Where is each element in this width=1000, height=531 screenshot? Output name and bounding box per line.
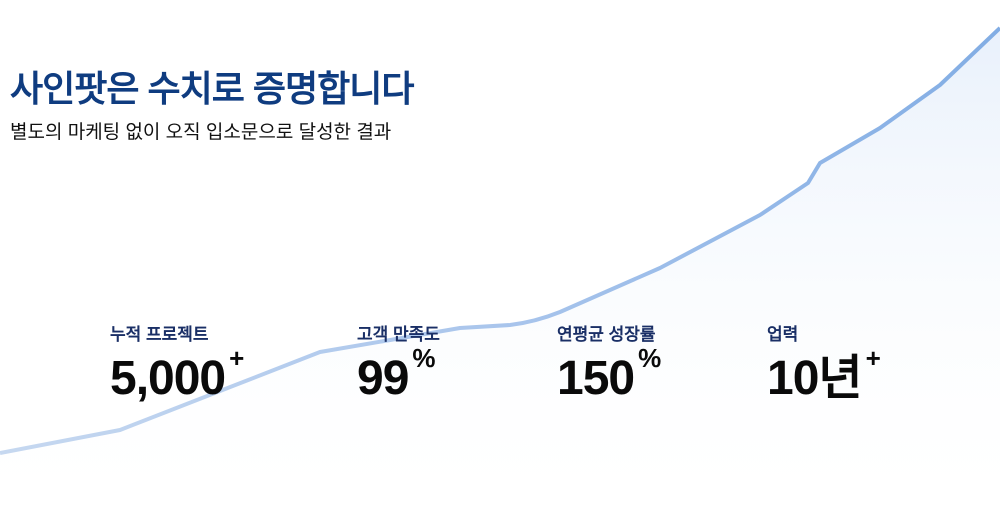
- stat-number: 99: [357, 352, 409, 405]
- stat-number: 5,000: [110, 352, 226, 405]
- stat-suffix: %: [638, 343, 661, 373]
- page-title: 사인팟은 수치로 증명합니다: [10, 68, 414, 109]
- stat-suffix: +: [865, 343, 881, 373]
- stat-label: 연평균 성장률: [557, 325, 656, 344]
- stat-projects: 누적 프로젝트 5,000 +: [110, 320, 244, 405]
- stat-suffix: %: [412, 343, 435, 373]
- curve-line: [0, 26, 1000, 455]
- stat-satisfaction: 고객 만족도 99%: [357, 320, 440, 403]
- curve-fill: [0, 28, 1000, 531]
- stat-growth: 연평균 성장률 150%: [557, 320, 661, 405]
- stat-number: 150: [557, 352, 635, 405]
- stat-value: 99%: [357, 345, 440, 405]
- stat-label: 고객 만족도: [357, 325, 440, 344]
- stat-value: 150%: [557, 345, 661, 405]
- stat-years: 업력 10년 +: [767, 320, 881, 405]
- stat-value: 10년 +: [767, 345, 881, 405]
- stat-number: 10년: [767, 352, 863, 405]
- stat-label: 누적 프로젝트: [110, 325, 209, 344]
- page-subtitle: 별도의 마케팅 없이 오직 입소문으로 달성한 결과: [10, 122, 392, 143]
- stat-suffix: +: [229, 343, 244, 373]
- stat-label: 업력: [767, 325, 799, 344]
- stat-value: 5,000 +: [110, 345, 244, 405]
